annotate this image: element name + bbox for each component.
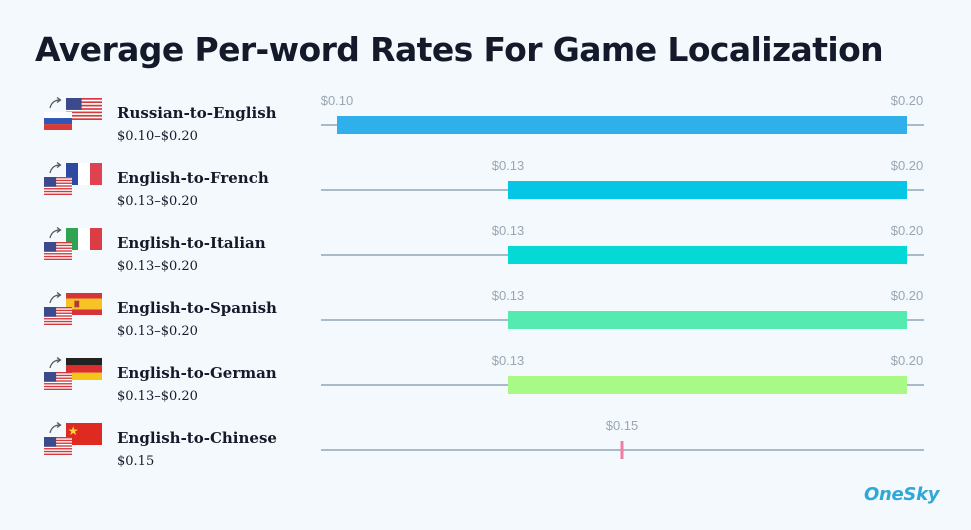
- rate-range-label: $0.13–$0.20: [117, 194, 198, 209]
- language-pair-flags: [44, 292, 102, 325]
- curved-arrow-icon: [49, 292, 62, 304]
- language-pair-label: English-to-Chinese: [117, 429, 277, 447]
- range-bar: [508, 181, 907, 199]
- language-pair-flags: [44, 227, 102, 260]
- france-flag-icon: [66, 163, 102, 185]
- language-pair-label: English-to-Spanish: [117, 299, 277, 317]
- spain-flag-icon: [66, 293, 102, 315]
- china-flag-icon: [66, 423, 102, 445]
- language-pair-label: Russian-to-English: [117, 104, 277, 122]
- low-value-label: $0.13: [492, 353, 525, 368]
- usa-flag-icon: [44, 372, 72, 390]
- high-value-label: $0.20: [891, 93, 924, 108]
- language-pair-row: English-to-French $0.13–$0.20: [0, 162, 971, 223]
- usa-flag-icon: [44, 307, 72, 325]
- range-bar: [337, 116, 907, 134]
- range-bar: [508, 311, 907, 329]
- low-value-label: $0.13: [492, 288, 525, 303]
- low-value-label: $0.13: [492, 223, 525, 238]
- usa-flag-icon: [66, 98, 102, 120]
- onesky-logo: OneSky: [864, 484, 940, 505]
- language-pair-flags: [44, 162, 102, 195]
- usa-flag-icon: [44, 242, 72, 260]
- language-pair-row: English-to-Chinese $0.15: [0, 422, 971, 483]
- language-pair-row: English-to-Spanish $0.13–$0.20: [0, 292, 971, 353]
- curved-arrow-icon: [49, 357, 62, 369]
- curved-arrow-icon: [49, 227, 62, 239]
- low-value-label: $0.13: [492, 158, 525, 173]
- russia-flag-icon: [44, 112, 72, 130]
- rate-range-label: $0.13–$0.20: [117, 259, 198, 274]
- high-value-label: $0.20: [891, 223, 924, 238]
- rate-range-label: $0.13–$0.20: [117, 324, 198, 339]
- language-pair-row: English-to-Italian $0.13–$0.20: [0, 227, 971, 288]
- high-value-label: $0.20: [891, 288, 924, 303]
- point-marker: [620, 441, 624, 459]
- curved-arrow-icon: [49, 422, 62, 434]
- range-bar: [508, 376, 907, 394]
- chart-title: Average Per-word Rates For Game Localiza…: [35, 30, 884, 69]
- language-pair-label: English-to-Italian: [117, 234, 266, 252]
- low-value-label: $0.15: [606, 418, 639, 433]
- language-pair-row: English-to-German $0.13–$0.20: [0, 357, 971, 418]
- rate-range-label: $0.15: [117, 454, 155, 469]
- language-pair-flags: [44, 357, 102, 390]
- rate-range-label: $0.10–$0.20: [117, 129, 198, 144]
- high-value-label: $0.20: [891, 158, 924, 173]
- language-pair-label: English-to-French: [117, 169, 269, 187]
- high-value-label: $0.20: [891, 353, 924, 368]
- germany-flag-icon: [66, 358, 102, 380]
- low-value-label: $0.10: [321, 93, 354, 108]
- language-pair-label: English-to-German: [117, 364, 277, 382]
- usa-flag-icon: [44, 177, 72, 195]
- curved-arrow-icon: [49, 97, 62, 109]
- language-pair-flags: [44, 422, 102, 455]
- rate-range-label: $0.13–$0.20: [117, 389, 198, 404]
- range-bar: [508, 246, 907, 264]
- usa-flag-icon: [44, 437, 72, 455]
- language-pair-flags: [44, 97, 102, 130]
- curved-arrow-icon: [49, 162, 62, 174]
- language-pair-row: Russian-to-English $0.10–$0.20: [0, 97, 971, 158]
